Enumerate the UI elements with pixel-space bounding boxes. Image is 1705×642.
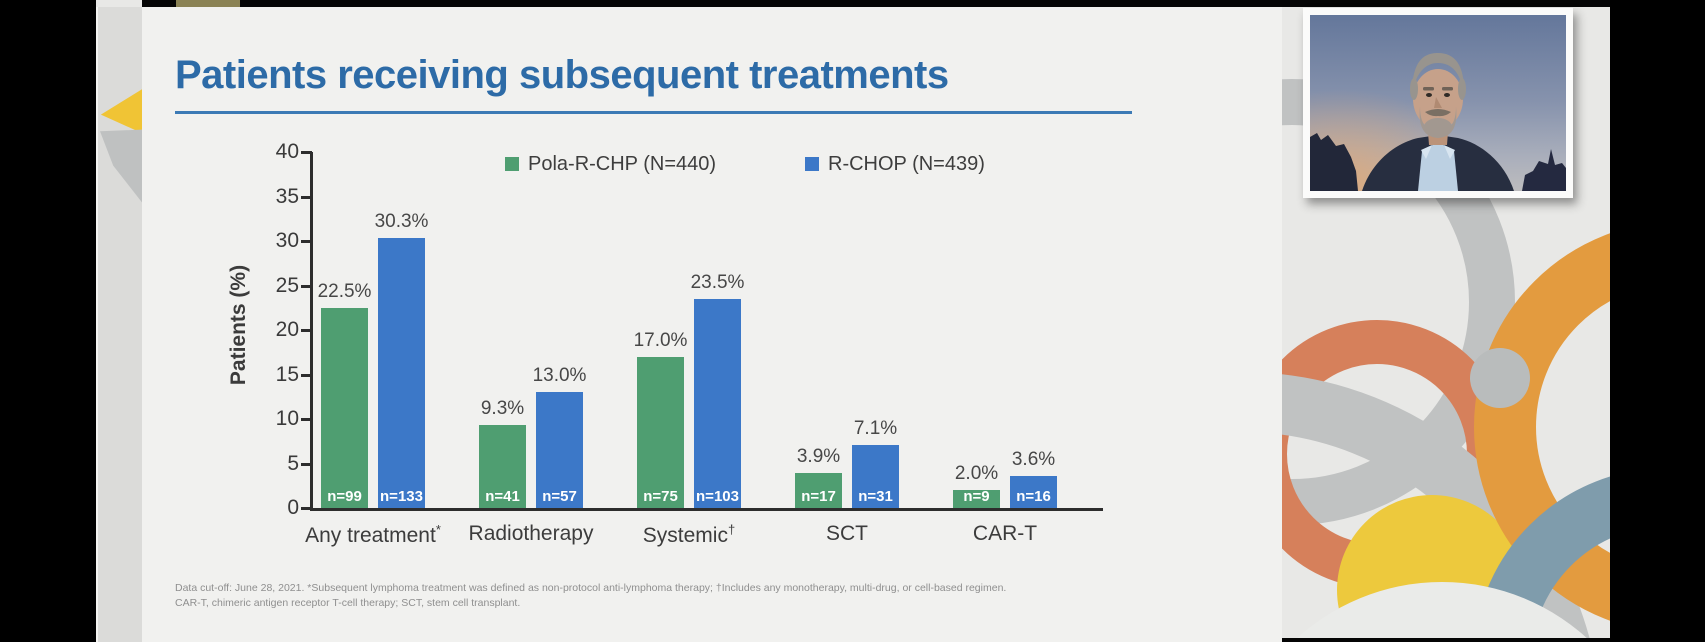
- bar-value-label: 13.0%: [532, 365, 587, 387]
- y-tick-mark: [301, 329, 312, 332]
- bottom-black-strip: [1282, 638, 1610, 642]
- bar-n-label: n=16: [1016, 488, 1051, 505]
- bar-group: 3.9% n=17 7.1% n=31: [795, 152, 899, 508]
- bar-column: 13.0% n=57: [533, 152, 586, 508]
- bar-value-label: 23.5%: [690, 271, 745, 293]
- bar-column: 3.9% n=17: [795, 152, 842, 508]
- legend-label: Pola-R-CHP (N=440): [528, 153, 717, 175]
- bar-pola-r-chp: n=99: [321, 307, 368, 508]
- y-tick-mark: [301, 507, 312, 510]
- footnote-line-1: Data cut-off: June 28, 2021. *Subsequent…: [175, 582, 1007, 594]
- bar-column: 23.5% n=103: [691, 152, 744, 508]
- bar-n-label: n=9: [963, 488, 990, 505]
- bar-n-label: n=17: [801, 488, 836, 505]
- bar-value-label: 3.9%: [796, 446, 841, 468]
- y-tick-label: 25: [275, 273, 299, 297]
- title-underline: [175, 111, 1132, 114]
- bar-r-chop: n=103: [694, 298, 741, 508]
- legend-item-r-chop: R-CHOP (N=439): [805, 153, 985, 176]
- top-black-strip: [142, 0, 1610, 7]
- left-decorative-rail: [96, 7, 144, 642]
- y-tick-mark: [301, 462, 312, 466]
- y-tick-label: 30: [275, 229, 299, 252]
- bar-n-label: n=31: [858, 488, 893, 505]
- y-tick-label: 40: [275, 140, 299, 163]
- category-label: Systemic†: [642, 522, 736, 547]
- y-tick-label: 10: [275, 407, 299, 430]
- y-tick-mark: [301, 284, 312, 288]
- bar-column: 22.5% n=99: [318, 152, 371, 508]
- bar-value-label: 22.5%: [317, 280, 372, 302]
- bar-value-label: 30.3%: [374, 211, 429, 233]
- bar-value-label: 9.3%: [480, 398, 525, 420]
- bar-group: 17.0% n=75 23.5% n=103: [634, 152, 744, 508]
- bar-r-chop: n=57: [536, 392, 583, 508]
- legend-item-pola-r-chp: Pola-R-CHP (N=440): [505, 153, 716, 176]
- legend-swatch-green: [505, 157, 519, 171]
- bar-r-chop: n=31: [852, 444, 899, 508]
- bar-n-label: n=133: [380, 488, 423, 505]
- bar-r-chop: n=133: [378, 238, 425, 508]
- slide-title: Patients receiving subsequent treatments: [175, 53, 949, 97]
- gray-wedge-shape: [100, 129, 144, 205]
- y-tick-label: 35: [275, 184, 299, 208]
- presenter-webcam-tile: [1303, 8, 1573, 198]
- bar-pola-r-chp: n=75: [637, 356, 684, 508]
- bar-n-label: n=75: [643, 488, 678, 505]
- bar-column: 3.6% n=16: [1010, 152, 1057, 508]
- bar-column: 30.3% n=133: [375, 152, 428, 508]
- category-label: Radiotherapy: [468, 522, 594, 545]
- y-tick-mark: [301, 240, 312, 243]
- legend-label: R-CHOP (N=439): [828, 153, 985, 175]
- y-tick-label: 5: [287, 451, 299, 475]
- y-tick-label: 0: [287, 496, 299, 519]
- y-tick-label: 15: [275, 362, 299, 386]
- category-label: CAR-T: [972, 522, 1038, 545]
- y-tick-mark: [301, 418, 312, 421]
- category-label: Any treatment*: [305, 522, 441, 547]
- bar-column: 17.0% n=75: [634, 152, 687, 508]
- category-label: SCT: [826, 522, 868, 545]
- yellow-wedge-shape: [100, 88, 144, 134]
- bar-column: 7.1% n=31: [852, 152, 899, 508]
- plot-area: 0 5 10 15 20 25 30 35 40 22.5% n=99 30.3% n=133 Any t…: [276, 140, 1103, 547]
- bar-value-label: 17.0%: [633, 329, 688, 351]
- bar-group: 22.5% n=99 30.3% n=133: [318, 152, 428, 508]
- bar-value-label: 7.1%: [853, 417, 898, 439]
- olive-tab-shape: [176, 0, 240, 7]
- bar-n-label: n=103: [696, 488, 739, 505]
- presenter-video: [1310, 15, 1566, 191]
- y-axis-label: Patients (%): [227, 264, 250, 386]
- bar-n-label: n=99: [327, 488, 362, 505]
- video-frame: Patients receiving subsequent treatments…: [96, 0, 1610, 642]
- bar-n-label: n=41: [485, 488, 520, 505]
- bar-group: 2.0% n=9 3.6% n=16: [953, 152, 1057, 508]
- bar-pola-r-chp: n=17: [795, 473, 842, 508]
- bar-r-chop: n=16: [1010, 475, 1057, 508]
- decorative-circles-graphic: [1282, 79, 1610, 642]
- bar-value-label: 3.6%: [1011, 448, 1056, 470]
- legend-swatch-blue: [805, 157, 819, 171]
- y-tick-mark: [301, 373, 312, 377]
- bar-n-label: n=57: [542, 488, 577, 505]
- bar-column: 2.0% n=9: [953, 152, 1000, 508]
- bar-value-label: 2.0%: [954, 463, 999, 485]
- presentation-slide: Patients receiving subsequent treatments…: [142, 7, 1284, 642]
- bar-column: 9.3% n=41: [479, 152, 526, 508]
- y-tick-label: 20: [275, 318, 299, 341]
- y-tick-mark: [301, 151, 312, 154]
- bar-group: 9.3% n=41 13.0% n=57: [479, 152, 586, 508]
- y-tick-mark: [301, 195, 312, 199]
- bar-pola-r-chp: n=41: [479, 425, 526, 508]
- footnote-line-2: CAR-T, chimeric antigen receptor T-cell …: [175, 597, 521, 609]
- bar-pola-r-chp: n=9: [953, 488, 1000, 508]
